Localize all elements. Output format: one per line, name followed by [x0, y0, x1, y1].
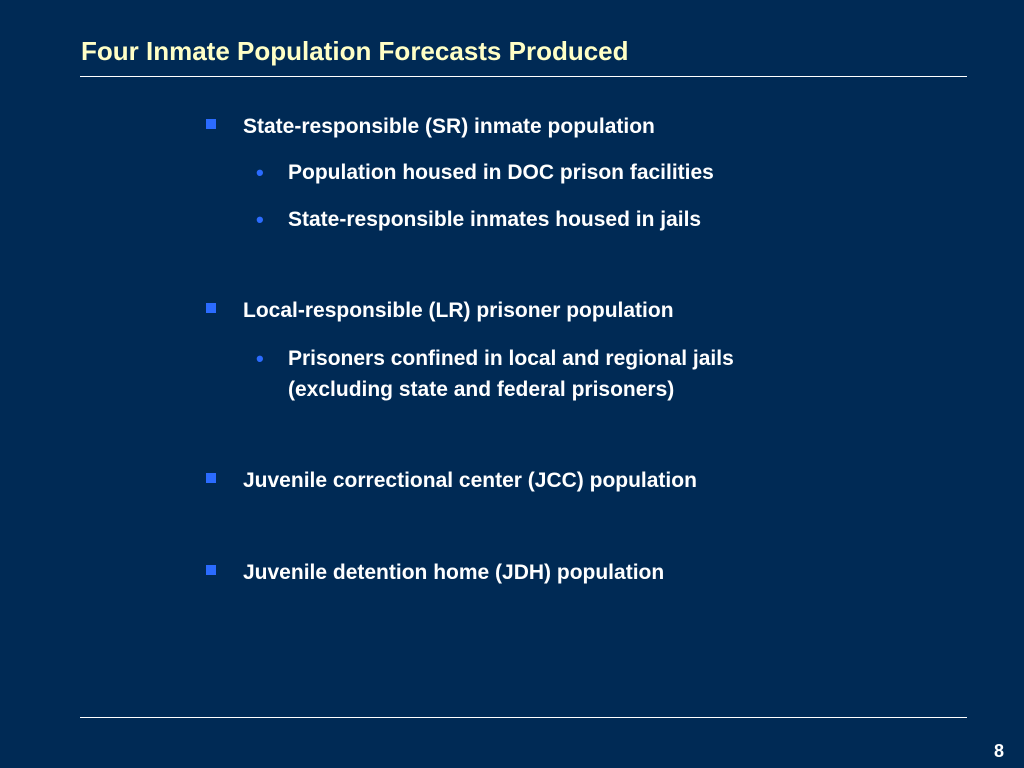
square-bullet-icon: [206, 119, 216, 129]
bullet-text: Juvenile correctional center (JCC) popul…: [243, 469, 697, 492]
bullet-text: Local-responsible (LR) prisoner populati…: [243, 299, 674, 322]
bullet-text: State-responsible (SR) inmate population: [243, 115, 655, 138]
square-bullet-icon: [206, 473, 216, 483]
dot-bullet-icon: •: [256, 160, 264, 185]
title-divider: [80, 76, 967, 77]
sub-bullet-text: Prisoners confined in local and regional…: [288, 347, 734, 370]
dot-bullet-icon: •: [256, 346, 264, 371]
slide-title: Four Inmate Population Forecasts Produce…: [81, 36, 629, 66]
footer-divider: [80, 717, 967, 718]
square-bullet-icon: [206, 565, 216, 575]
dot-bullet-icon: •: [256, 207, 264, 232]
bullet-text: Juvenile detention home (JDH) population: [243, 561, 665, 584]
sub-bullet-text: (excluding state and federal prisoners): [288, 378, 675, 401]
sub-bullet-text: State-responsible inmates housed in jail…: [288, 208, 702, 231]
page-number: 8: [993, 741, 1004, 761]
square-bullet-icon: [206, 303, 216, 313]
sub-bullet-text: Population housed in DOC prison faciliti…: [288, 161, 714, 184]
